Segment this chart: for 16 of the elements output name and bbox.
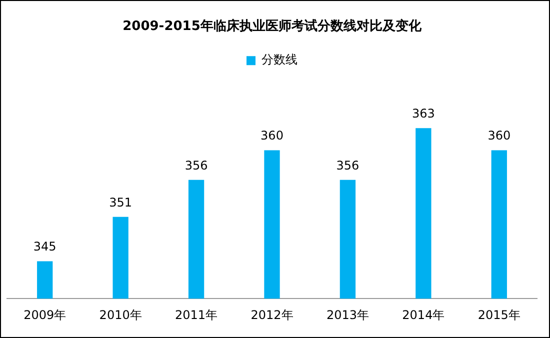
x-tick-label: 2009年 bbox=[24, 308, 66, 322]
data-label: 360 bbox=[488, 128, 511, 143]
x-tick-label: 2014年 bbox=[402, 308, 445, 322]
x-tick-label: 2010年 bbox=[99, 308, 142, 322]
data-label: 351 bbox=[109, 195, 132, 210]
x-tick-label: 2012年 bbox=[250, 308, 294, 322]
data-label: 360 bbox=[260, 128, 284, 143]
data-label: 356 bbox=[336, 158, 360, 172]
data-label: 345 bbox=[33, 240, 56, 254]
chart-title: 2009-2015年临床执业医师考试分数线对比及变化 bbox=[122, 18, 422, 34]
x-tick-label: 2013年 bbox=[326, 308, 369, 322]
legend-label: 分数线 bbox=[262, 52, 298, 67]
x-tick-label: 2015年 bbox=[478, 308, 520, 322]
data-label: 363 bbox=[412, 106, 435, 121]
data-label: 356 bbox=[184, 158, 208, 172]
x-tick-label: 2011年 bbox=[175, 308, 218, 322]
